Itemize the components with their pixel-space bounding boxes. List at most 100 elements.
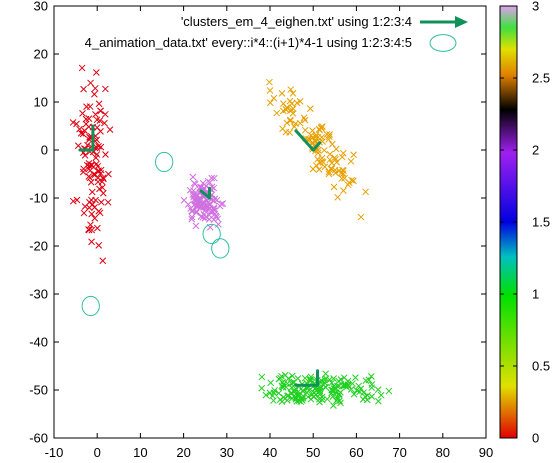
axes: -10 0 10 20 30 40 50 60 70 80 90 -60 -50 -40 -30 -20 -10… (29, 0, 493, 460)
data-point (342, 382, 350, 389)
data-point (79, 168, 87, 176)
data-point (326, 131, 333, 138)
data-point (334, 193, 342, 201)
data-point (206, 179, 214, 186)
data-point (279, 384, 287, 391)
data-point (332, 145, 340, 153)
data-point (215, 221, 222, 228)
data-point (278, 372, 285, 380)
data-point (293, 391, 301, 399)
data-point (368, 381, 376, 388)
data-point (91, 214, 99, 222)
data-point (279, 125, 286, 133)
data-point (286, 117, 294, 125)
data-point (201, 214, 209, 222)
data-point (97, 107, 104, 115)
data-point (102, 85, 109, 93)
data-point (80, 165, 87, 173)
data-point (311, 136, 319, 144)
data-point (188, 213, 196, 221)
data-point (367, 372, 375, 380)
data-point (279, 107, 287, 115)
data-point (360, 389, 367, 396)
plot-frame (53, 5, 487, 439)
data-point (82, 120, 90, 128)
data-point (93, 151, 101, 158)
data-point (277, 374, 284, 382)
data-point (322, 370, 330, 378)
data-point (186, 186, 194, 194)
legend-label-vectors: 'clusters_em_4_eighen.txt' using 1:2:3:4 (181, 14, 412, 29)
colorbar-tick-label: 2.5 (532, 71, 550, 86)
legend: 'clusters_em_4_eighen.txt' using 1:2:3:4… (85, 14, 468, 52)
data-point (258, 384, 266, 392)
data-point (317, 123, 325, 131)
data-point (339, 170, 347, 178)
animation-ellipse (81, 295, 100, 317)
data-point (213, 213, 220, 221)
data-point (301, 126, 309, 134)
data-point (326, 150, 334, 158)
data-point (88, 210, 96, 218)
data-point (335, 167, 343, 174)
data-point (211, 195, 219, 203)
data-point (385, 387, 393, 395)
x-tick-label: 20 (176, 445, 190, 460)
data-point (197, 204, 204, 211)
data-point (88, 238, 95, 246)
legend-label-ellipses: 4_animation_data.txt' every::i*4::(i+1)*… (85, 35, 412, 50)
colorbar-tick-label: 1.5 (532, 215, 550, 230)
data-point (192, 222, 200, 230)
data-point (368, 384, 376, 392)
data-point (73, 120, 80, 128)
y-tick-label: 20 (34, 47, 48, 62)
data-point (314, 155, 321, 163)
data-point (339, 149, 347, 157)
data-point (267, 379, 275, 387)
data-point (352, 374, 359, 381)
data-point (95, 242, 103, 249)
animation-ellipse (202, 223, 221, 245)
data-point (86, 198, 93, 206)
data-point (319, 158, 327, 166)
data-point (286, 116, 294, 124)
data-point (87, 178, 95, 186)
data-point (93, 116, 101, 124)
data-point (316, 387, 324, 395)
data-point (258, 373, 266, 381)
data-point (357, 213, 365, 221)
data-point (271, 386, 278, 394)
data-point (299, 394, 307, 402)
y-tick-label: 10 (34, 95, 48, 110)
x-tick-label: 10 (133, 445, 147, 460)
colorbar-tick-label: 0.5 (532, 359, 550, 374)
x-tick-label: -10 (45, 445, 64, 460)
x-tick-label: 50 (306, 445, 320, 460)
data-point (331, 154, 339, 162)
data-point (278, 398, 286, 406)
data-point (273, 109, 281, 117)
data-point (293, 99, 301, 107)
data-point (338, 175, 346, 182)
data-point (269, 392, 276, 400)
data-point (327, 165, 335, 173)
data-point (355, 382, 363, 390)
data-point (87, 221, 94, 229)
data-point (375, 397, 382, 405)
data-point (332, 385, 340, 393)
data-point (216, 202, 224, 210)
data-point (99, 174, 107, 182)
data-point (270, 94, 278, 102)
data-point (345, 179, 353, 187)
data-point (190, 193, 197, 201)
data-point (328, 140, 336, 148)
data-point (87, 79, 94, 87)
data-point (280, 100, 287, 107)
data-point (280, 381, 287, 388)
data-point (102, 151, 109, 158)
data-point (301, 116, 309, 124)
data-points (69, 64, 393, 409)
data-point (292, 395, 300, 403)
data-point (361, 393, 369, 401)
data-point (77, 129, 85, 137)
